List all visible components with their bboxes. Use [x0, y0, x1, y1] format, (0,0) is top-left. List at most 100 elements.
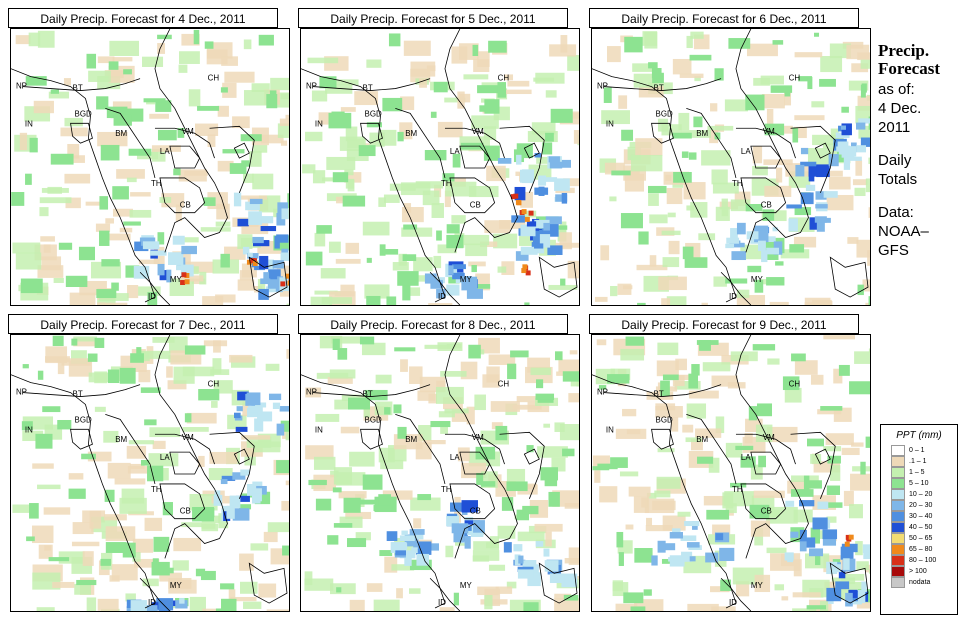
panel-title: Daily Precip. Forecast for 6 Dec., 2011 — [589, 8, 859, 28]
country-label: MY — [170, 275, 183, 284]
country-label: BT — [363, 84, 373, 93]
legend-label: 20 – 30 — [909, 502, 933, 509]
country-label: BGD — [75, 415, 92, 424]
country-label: IN — [25, 119, 33, 128]
country-label: IN — [25, 425, 33, 434]
legend-entry: 50 – 65 — [891, 533, 957, 544]
country-label: TH — [151, 485, 162, 494]
precip-map: NP BT BGD IN BM CH VM LA TH CB MY ID — [10, 334, 290, 612]
country-label: CB — [761, 507, 772, 516]
legend-swatch — [891, 478, 905, 489]
sidebar-totals: Totals — [878, 171, 918, 188]
legend-label: 65 – 80 — [909, 546, 933, 553]
forecast-panel-dec4: Daily Precip. Forecast for 4 Dec., 2011 … — [0, 8, 290, 318]
map-canvas: NP BT BGD IN BM CH VM LA TH CB MY ID — [592, 29, 870, 305]
country-label: NP — [597, 82, 608, 91]
sidebar-year: 2011 — [878, 119, 911, 136]
country-label: CH — [208, 380, 220, 389]
forecast-panel-dec6: Daily Precip. Forecast for 6 Dec., 2011 … — [581, 8, 871, 318]
panel-title: Daily Precip. Forecast for 4 Dec., 2011 — [8, 8, 278, 28]
legend-swatch — [891, 533, 905, 544]
panel-title: Daily Precip. Forecast for 7 Dec., 2011 — [8, 314, 278, 334]
map-canvas: NP BT BGD IN BM CH VM LA TH CB MY ID — [11, 29, 289, 305]
country-label: ID — [729, 292, 737, 301]
legend-swatch — [891, 467, 905, 478]
legend-label: 30 – 40 — [909, 513, 933, 520]
country-label: IN — [315, 119, 323, 128]
legend-label: 5 – 10 — [909, 480, 929, 487]
legend-swatch — [891, 577, 905, 588]
legend-entry: 10 – 20 — [891, 489, 957, 500]
country-label: VM — [472, 127, 484, 136]
map-canvas: NP BT BGD IN BM CH VM LA TH CB MY ID — [301, 335, 579, 611]
country-label: BM — [115, 435, 127, 444]
country-label: BT — [654, 84, 664, 93]
legend-swatch — [891, 511, 905, 522]
country-label: BM — [115, 129, 127, 138]
precip-map: NP BT BGD IN BM CH VM LA TH CB MY ID — [591, 28, 871, 306]
country-label: BGD — [656, 109, 673, 118]
country-label: BT — [363, 390, 373, 399]
legend-title: PPT (mm) — [896, 430, 942, 441]
legend-label: 0 – 1 — [909, 447, 925, 454]
legend-entry: nodata — [891, 577, 957, 588]
legend-swatch — [891, 489, 905, 500]
country-label: CH — [498, 380, 510, 389]
country-label: VM — [472, 433, 484, 442]
country-label: MY — [170, 581, 183, 590]
legend-entry: 80 – 100 — [891, 555, 957, 566]
country-label: MY — [460, 275, 473, 284]
legend-entry: 40 – 50 — [891, 522, 957, 533]
precip-map: NP BT BGD IN BM CH VM LA TH CB MY ID — [10, 28, 290, 306]
legend-swatch — [891, 500, 905, 511]
sidebar-source-2: GFS — [878, 242, 909, 259]
map-canvas: NP BT BGD IN BM CH VM LA TH CB MY ID — [592, 335, 870, 611]
forecast-panel-dec5: Daily Precip. Forecast for 5 Dec., 2011 … — [290, 8, 580, 318]
country-label: ID — [438, 292, 446, 301]
legend-entry: 65 – 80 — [891, 544, 957, 555]
sidebar-date: 4 Dec. — [878, 100, 922, 117]
panel-title: Daily Precip. Forecast for 5 Dec., 2011 — [298, 8, 568, 28]
country-label: BM — [696, 129, 708, 138]
country-label: TH — [732, 179, 743, 188]
country-label: BGD — [75, 109, 92, 118]
country-label: MY — [751, 275, 764, 284]
sidebar-source-1: NOAA– — [878, 223, 929, 240]
legend-swatch — [891, 445, 905, 456]
country-label: TH — [732, 485, 743, 494]
country-label: NP — [597, 388, 608, 397]
country-label: VM — [763, 127, 775, 136]
map-canvas: NP BT BGD IN BM CH VM LA TH CB MY ID — [301, 29, 579, 305]
legend-label: 10 – 20 — [909, 491, 933, 498]
info-sidebar: Precip. Forecast as of: 4 Dec. 2011 Dail… — [878, 42, 963, 260]
country-label: CB — [180, 507, 191, 516]
country-label: LA — [741, 453, 751, 462]
precip-legend: PPT (mm) 0 – 1 .1 – 1 1 – 5 5 – 10 10 – 20 20… — [880, 424, 958, 615]
country-label: NP — [16, 82, 27, 91]
legend-entry: > 100 — [891, 566, 957, 577]
country-label: IN — [315, 425, 323, 434]
country-label: VM — [182, 127, 194, 136]
country-label: LA — [160, 453, 170, 462]
country-label: BT — [654, 390, 664, 399]
country-label: TH — [151, 179, 162, 188]
country-label: BGD — [365, 109, 382, 118]
precip-map: NP BT BGD IN BM CH VM LA TH CB MY ID — [300, 334, 580, 612]
legend-swatch — [891, 544, 905, 555]
legend-swatch — [891, 566, 905, 577]
country-label: MY — [460, 581, 473, 590]
country-label: NP — [306, 82, 317, 91]
country-label: BGD — [365, 415, 382, 424]
forecast-panel-dec9: Daily Precip. Forecast for 9 Dec., 2011 … — [581, 314, 871, 624]
country-label: BM — [405, 435, 417, 444]
forecast-panel-dec7: Daily Precip. Forecast for 7 Dec., 2011 … — [0, 314, 290, 624]
country-label: VM — [182, 433, 194, 442]
country-label: ID — [148, 292, 156, 301]
sidebar-data-label: Data: — [878, 204, 914, 221]
sidebar-asof-label: as of: — [878, 81, 915, 98]
precip-map: NP BT BGD IN BM CH VM LA TH CB MY ID — [300, 28, 580, 306]
country-label: NP — [16, 388, 27, 397]
country-label: CH — [498, 74, 510, 83]
country-label: LA — [160, 147, 170, 156]
legend-label: 80 – 100 — [909, 557, 937, 564]
